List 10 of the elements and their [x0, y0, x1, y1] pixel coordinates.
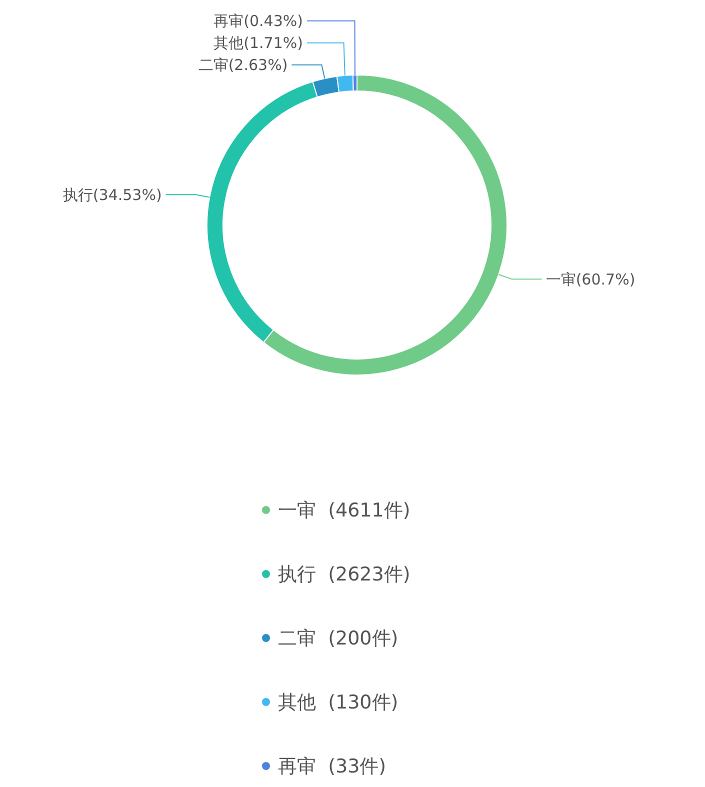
legend-label: 二审 (200件) [278, 628, 398, 650]
data-label: 一审(60.7%) [546, 270, 636, 288]
data-label: 再审(0.43%) [214, 12, 303, 30]
legend-label: 执行 (2623件) [278, 564, 410, 586]
data-label: 二审(2.63%) [198, 56, 288, 74]
legend-label: 一审 (4611件) [278, 500, 410, 522]
legend-label: 其他 (130件) [278, 692, 398, 714]
data-label: 执行(34.53%) [62, 186, 162, 204]
legend-label: 再审 (33件) [278, 756, 386, 778]
data-label: 其他(1.71%) [214, 34, 303, 52]
